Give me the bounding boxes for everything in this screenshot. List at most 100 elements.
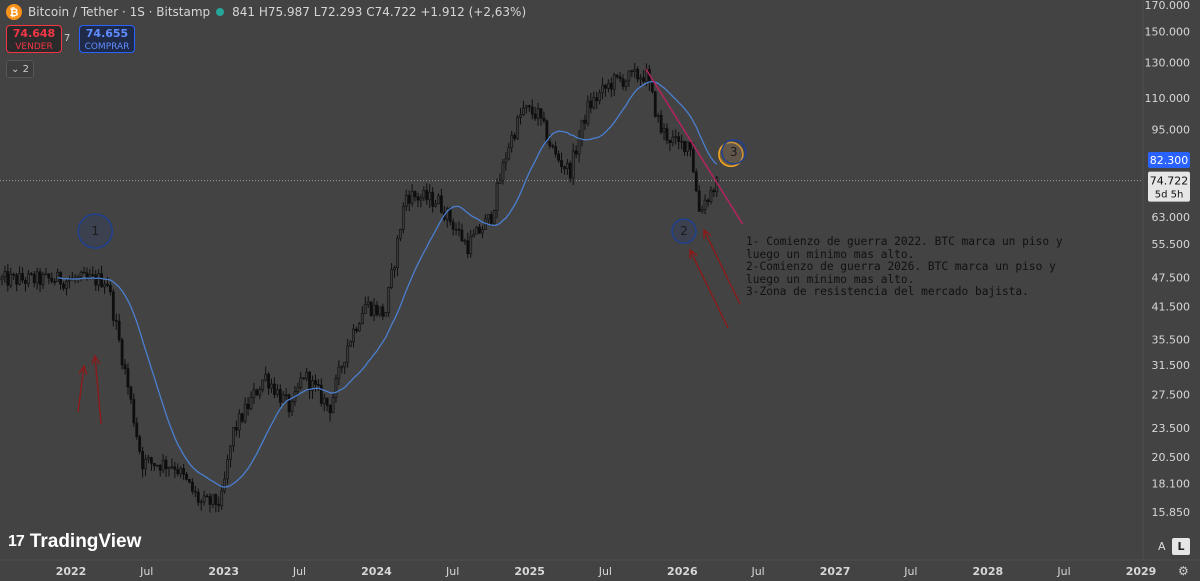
candle — [144, 454, 147, 477]
candle — [478, 223, 481, 235]
y-tick-label: 110.000 — [1145, 92, 1191, 105]
candle — [62, 281, 65, 291]
tradingview-logo[interactable]: 17 TradingView — [8, 531, 141, 553]
candle — [472, 229, 476, 238]
candle — [12, 272, 16, 280]
candle — [422, 186, 426, 202]
log-scale-button[interactable]: L — [1172, 538, 1190, 555]
candle — [290, 398, 294, 416]
candle — [434, 199, 437, 208]
candle — [601, 77, 604, 100]
moving-average-line — [57, 80, 718, 488]
candle — [551, 143, 555, 149]
candle — [527, 104, 531, 112]
candle — [202, 490, 206, 506]
marker-circle-2 — [671, 218, 697, 244]
candle — [161, 454, 165, 474]
candle — [199, 499, 203, 511]
candle — [155, 464, 159, 467]
candle — [316, 379, 320, 391]
x-tick-label: Jul — [139, 565, 153, 578]
candle — [519, 108, 522, 125]
candle — [475, 225, 478, 235]
symbol-label[interactable]: Bitcoin / Tether · 1S · Bitstamp — [28, 5, 211, 19]
y-tick-label: 55.500 — [1152, 238, 1191, 251]
buy-price: 74.655 — [85, 27, 129, 40]
candle — [0, 274, 4, 286]
candle — [6, 263, 10, 292]
candle — [217, 496, 221, 513]
candle — [615, 74, 619, 80]
candle — [322, 393, 326, 412]
candle — [346, 338, 350, 368]
candle — [565, 159, 569, 175]
candle — [642, 70, 645, 84]
candle — [357, 322, 361, 332]
candle — [703, 194, 707, 215]
candle — [589, 92, 593, 114]
candle — [378, 306, 382, 318]
candle — [416, 192, 420, 208]
candle — [208, 493, 212, 513]
candle — [38, 268, 42, 293]
ohlc-values: 841 H75.987 L72.293 C74.722 +1.912 (+2,6… — [232, 5, 527, 19]
x-tick-label: 2027 — [820, 565, 851, 578]
candle — [393, 265, 396, 278]
candle — [522, 100, 525, 117]
chevron-down-icon: ⌄ — [11, 63, 20, 75]
sell-price: 74.648 — [12, 27, 56, 40]
candle — [67, 275, 71, 289]
candle — [82, 266, 86, 274]
candle — [176, 463, 180, 477]
candle — [152, 462, 156, 472]
candle — [366, 296, 370, 308]
auto-scale-button[interactable]: A — [1158, 540, 1166, 553]
candle — [141, 446, 145, 478]
market-status-icon — [216, 8, 225, 16]
candle — [706, 197, 710, 207]
candle — [466, 232, 470, 259]
candle — [273, 377, 276, 399]
candle — [328, 404, 332, 422]
sell-button[interactable]: 74.648 VENDER — [6, 25, 62, 53]
candle — [223, 471, 227, 494]
candle — [612, 72, 616, 96]
candle — [653, 91, 657, 118]
candle — [557, 150, 560, 163]
annotation-note: 1- Comienzo de guerra 2022. BTC marca un… — [746, 235, 1063, 299]
gear-icon[interactable]: ⚙ — [1178, 564, 1189, 578]
candle — [665, 123, 669, 145]
candle — [24, 277, 27, 292]
candle — [621, 74, 625, 91]
candle — [123, 359, 127, 375]
candle — [182, 463, 186, 481]
buy-button[interactable]: 74.655 COMPRAR — [79, 25, 135, 53]
candle — [510, 130, 514, 153]
candle — [29, 272, 33, 276]
candle — [158, 464, 162, 477]
candle — [404, 189, 408, 211]
candle — [243, 397, 247, 424]
candle — [59, 271, 62, 290]
marker-label-1: 1 — [91, 224, 99, 238]
candle — [659, 109, 663, 135]
candle — [606, 79, 610, 93]
candle — [26, 269, 30, 288]
candle — [677, 132, 681, 150]
candle — [554, 141, 558, 158]
candle — [533, 106, 537, 121]
y-tick-label: 41.500 — [1152, 300, 1191, 313]
candle — [100, 265, 104, 288]
alert-price-box — [1148, 152, 1190, 169]
red-arrow-3 — [689, 249, 729, 329]
indicators-toggle-button[interactable]: ⌄ 2 — [6, 60, 34, 78]
x-tick-label: 2025 — [514, 565, 545, 578]
candle — [460, 223, 464, 242]
candle — [680, 134, 684, 150]
candle — [331, 393, 335, 414]
x-tick-label: Jul — [903, 565, 917, 578]
candle — [501, 158, 505, 185]
x-tick-label: Jul — [445, 565, 459, 578]
candle — [308, 371, 311, 400]
